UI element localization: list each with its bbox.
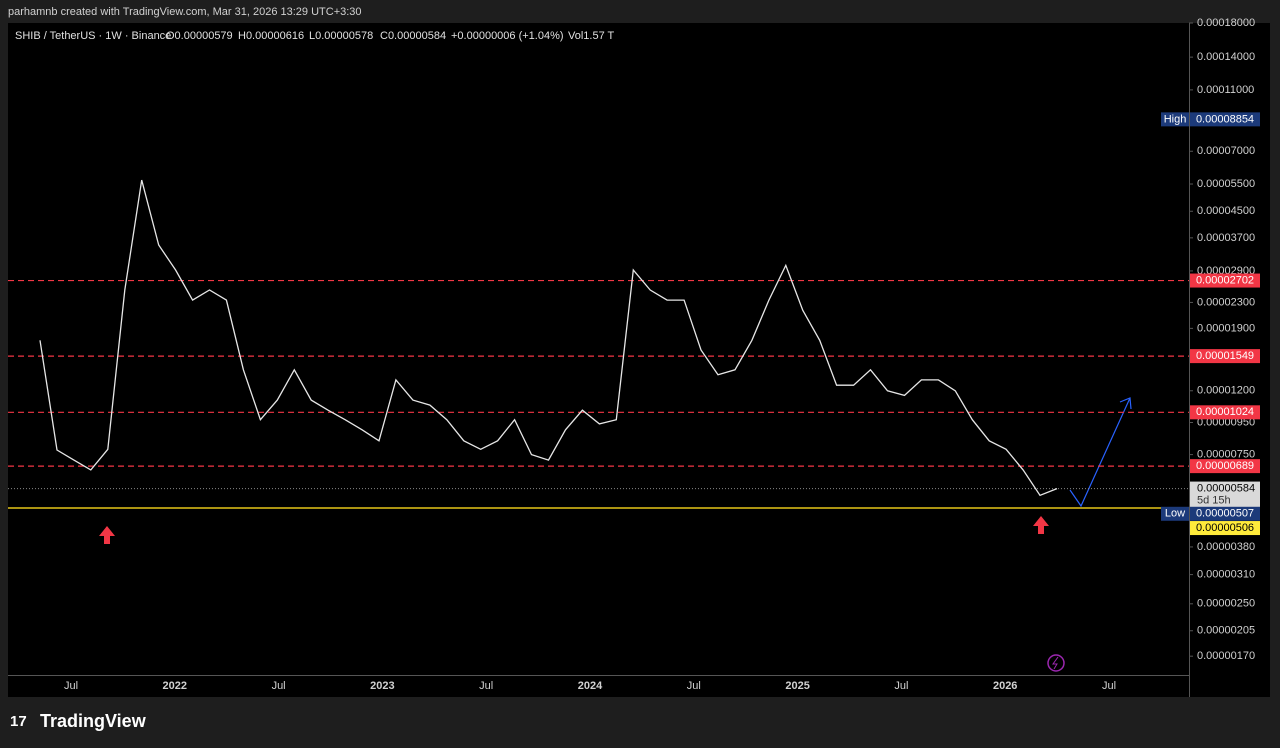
price-tag: [1190, 459, 1260, 474]
countdown: 5d 15h: [1197, 494, 1231, 506]
price-tag-label: 0.00008854: [1196, 113, 1254, 125]
arrow-up: [99, 526, 115, 544]
open: O0.00000579: [166, 30, 233, 42]
y-tick-label: 0.00001900: [1197, 322, 1255, 334]
x-tick-label: Jul: [687, 680, 701, 692]
y-tick-label: 0.00007000: [1197, 145, 1255, 157]
y-tick-label: 0.00000750: [1197, 449, 1255, 461]
y-tick-label: 0.00014000: [1197, 51, 1255, 63]
x-tick-label: Jul: [1102, 680, 1116, 692]
x-tick-label: 2023: [370, 680, 394, 692]
alert-bolt: [1052, 656, 1059, 670]
price-tag: [1190, 273, 1260, 288]
y-tick-label: 0.00000310: [1197, 568, 1255, 580]
arrow-up: [1033, 516, 1049, 534]
projection-arrow: [1069, 397, 1132, 508]
brand: TradingView: [40, 711, 147, 731]
marker-name-box: [1161, 112, 1189, 127]
legend: SHIB / TetherUS · 1W · Binance O0.000005…: [15, 30, 615, 42]
alert-icon[interactable]: [1047, 654, 1065, 672]
price-tag: [1190, 349, 1260, 364]
change: +0.00000006 (+1.04%): [451, 30, 564, 42]
x-tick-label: Jul: [479, 680, 493, 692]
close: C0.00000584: [380, 30, 446, 42]
x-tick-label: Jul: [64, 680, 78, 692]
y-tick-label: 0.00000380: [1197, 541, 1255, 553]
price-tag-label: 0.00002702: [1196, 274, 1254, 286]
y-tick-label: 0.00011000: [1197, 84, 1254, 96]
volume: Vol1.57 T: [568, 30, 615, 42]
price-tag: [1190, 481, 1260, 508]
x-tick-label: 2026: [993, 680, 1017, 692]
x-tick-label: Jul: [894, 680, 908, 692]
footer: [0, 697, 1280, 748]
price-tag-label: 0.00000506: [1196, 522, 1254, 534]
price-tag: [1190, 506, 1260, 521]
price-line: [39, 179, 1058, 497]
y-tick-label: 0.00004500: [1197, 205, 1255, 217]
marker-name-box: [1161, 506, 1189, 521]
x-tick-label: 2024: [578, 680, 603, 692]
high: H0.00000616: [238, 30, 304, 42]
y-tick-label: 0.00000205: [1197, 625, 1255, 637]
chart-pane: [8, 23, 1270, 697]
y-tick-label: 0.00003700: [1197, 232, 1255, 244]
x-tick-label: Jul: [272, 680, 286, 692]
marker-name: High: [1164, 113, 1187, 125]
price-tag: [1190, 521, 1260, 536]
y-tick-label: 0.00018000: [1197, 17, 1255, 29]
logo-mark: 17: [10, 713, 27, 730]
price-tag-label: 0.00000584: [1197, 482, 1255, 494]
marker-name: Low: [1165, 508, 1185, 520]
x-tick-label: 2025: [785, 680, 809, 692]
x-tick-label: 2022: [163, 680, 187, 692]
y-tick-label: 0.00005500: [1197, 178, 1255, 190]
low: L0.00000578: [309, 30, 373, 42]
credit: parhamnb created with TradingView.com, M…: [8, 6, 362, 18]
y-tick-label: 0.00000170: [1197, 650, 1255, 662]
price-tag-label: 0.00001549: [1196, 350, 1254, 362]
price-tag-label: 0.00000507: [1196, 508, 1254, 520]
y-tick-label: 0.00000250: [1197, 598, 1255, 610]
price-tag-label: 0.00001024: [1196, 406, 1254, 418]
y-tick-label: 0.00002300: [1197, 296, 1255, 308]
symbol: SHIB / TetherUS · 1W · Binance: [15, 30, 171, 42]
y-tick-label: 0.00000950: [1197, 416, 1255, 428]
y-tick-label: 0.00001200: [1197, 385, 1255, 397]
price-tag-label: 0.00000689: [1196, 460, 1254, 472]
price-tag: [1190, 112, 1260, 127]
price-tag: [1190, 405, 1260, 420]
